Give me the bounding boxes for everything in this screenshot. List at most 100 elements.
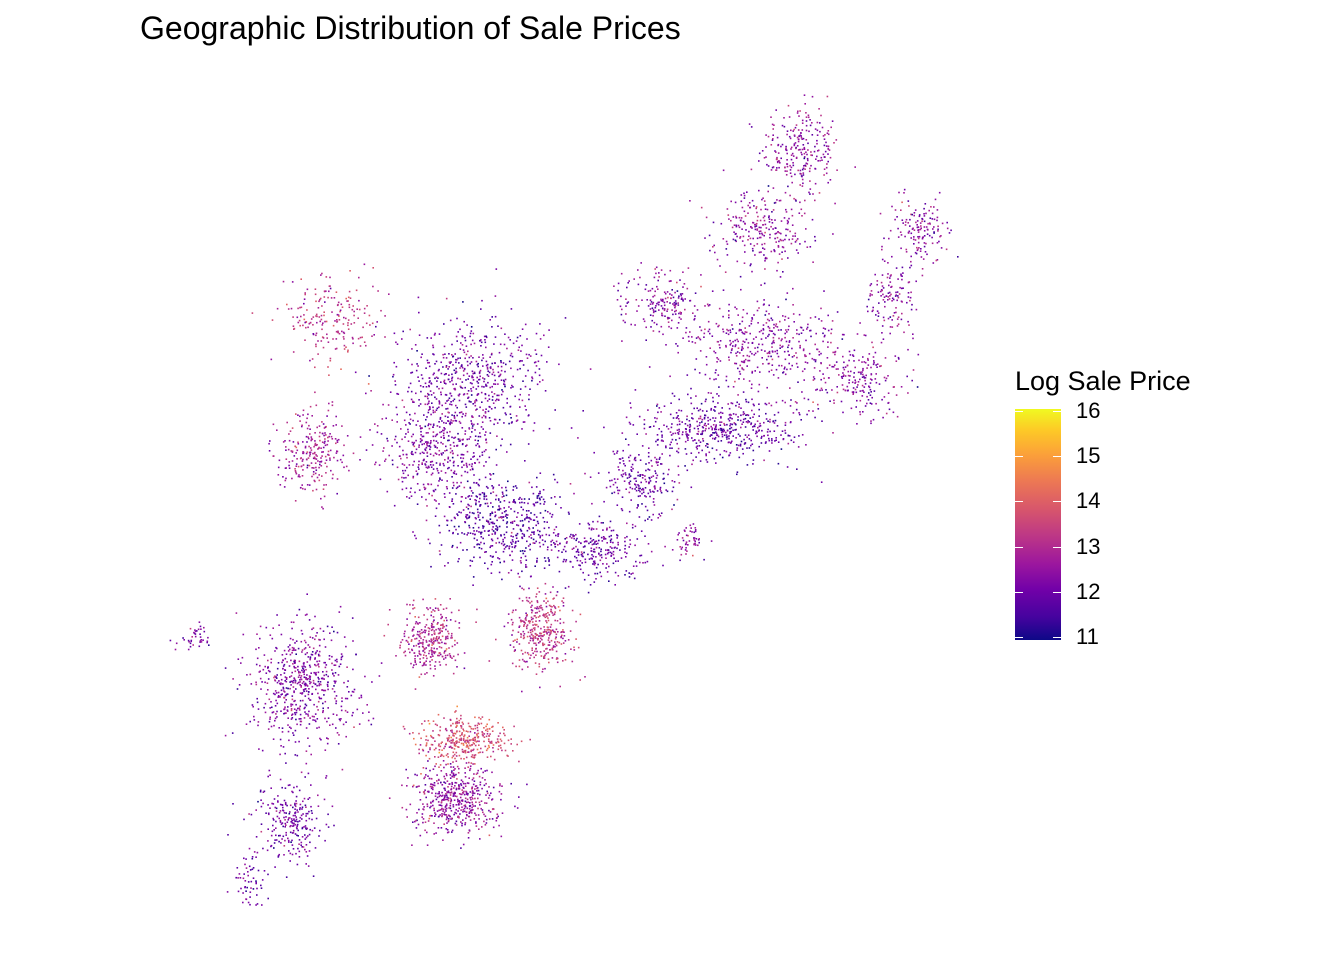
- data-point: [922, 258, 925, 260]
- data-point: [414, 344, 417, 346]
- data-point: [368, 375, 370, 377]
- data-point: [908, 324, 910, 326]
- data-point: [438, 480, 440, 482]
- data-point: [668, 468, 670, 471]
- data-point: [338, 319, 341, 321]
- data-point: [415, 369, 418, 372]
- data-point: [752, 416, 754, 418]
- data-point: [737, 224, 740, 227]
- data-point: [443, 382, 446, 384]
- data-point: [904, 235, 906, 238]
- data-point: [671, 490, 674, 493]
- data-point: [421, 435, 424, 438]
- data-point: [767, 185, 770, 187]
- data-point: [538, 605, 541, 608]
- data-point: [426, 607, 428, 609]
- data-point: [682, 271, 684, 273]
- data-point: [448, 653, 451, 655]
- data-point: [872, 356, 875, 358]
- data-point: [343, 332, 346, 335]
- data-point: [786, 292, 789, 294]
- data-point: [416, 633, 419, 636]
- data-point: [814, 416, 816, 419]
- data-point: [869, 382, 872, 384]
- data-point: [322, 488, 325, 490]
- data-point: [318, 466, 320, 469]
- data-point: [451, 377, 453, 380]
- data-point: [869, 295, 871, 297]
- data-point: [633, 278, 635, 280]
- data-point: [507, 622, 509, 624]
- data-point: [719, 421, 721, 423]
- data-point: [710, 392, 712, 394]
- data-point: [438, 637, 440, 640]
- data-point: [645, 433, 647, 435]
- data-point: [616, 537, 618, 539]
- data-point: [489, 555, 492, 557]
- data-point: [416, 473, 419, 476]
- data-point: [637, 305, 640, 307]
- data-point: [511, 522, 514, 524]
- data-point: [910, 237, 912, 239]
- data-point: [865, 374, 867, 377]
- data-point: [654, 486, 656, 489]
- data-point: [825, 145, 828, 147]
- data-point: [441, 387, 444, 390]
- data-point: [743, 438, 745, 441]
- data-point: [924, 251, 927, 253]
- data-point: [388, 609, 391, 611]
- data-point: [528, 535, 530, 538]
- data-point: [423, 614, 425, 616]
- data-point: [447, 632, 450, 635]
- data-point: [714, 352, 717, 354]
- data-point: [529, 637, 532, 639]
- data-point: [628, 456, 630, 459]
- data-point: [435, 453, 438, 455]
- data-point: [616, 452, 618, 454]
- data-point: [469, 511, 471, 514]
- data-point: [596, 572, 599, 575]
- data-point: [787, 350, 789, 353]
- data-point: [320, 447, 322, 449]
- data-point: [948, 232, 951, 234]
- data-point: [643, 320, 646, 323]
- data-point: [308, 322, 311, 325]
- data-point: [744, 251, 746, 253]
- data-point: [418, 464, 420, 466]
- data-point: [731, 402, 734, 405]
- data-point: [456, 666, 458, 668]
- data-point: [463, 351, 466, 354]
- data-point: [454, 517, 456, 520]
- data-point: [436, 623, 439, 625]
- data-point: [322, 423, 325, 425]
- data-point: [891, 300, 893, 302]
- data-point: [462, 438, 464, 441]
- data-point: [676, 327, 679, 329]
- data-point: [742, 220, 745, 223]
- data-point: [719, 424, 722, 426]
- data-point: [335, 330, 338, 333]
- data-point: [494, 399, 497, 402]
- data-point: [780, 239, 782, 242]
- data-point: [444, 450, 446, 452]
- data-point: [783, 117, 785, 119]
- data-point: [770, 169, 773, 171]
- data-point: [725, 344, 727, 347]
- data-point: [410, 640, 413, 642]
- data-point: [781, 430, 784, 432]
- data-point: [500, 365, 503, 368]
- data-point: [628, 546, 630, 548]
- data-point: [429, 390, 432, 392]
- data-point: [688, 340, 690, 342]
- data-point: [578, 523, 581, 525]
- data-point: [302, 487, 304, 490]
- data-point: [543, 334, 545, 337]
- data-point: [699, 350, 702, 352]
- data-point: [522, 653, 524, 655]
- data-point: [416, 503, 419, 505]
- data-point: [596, 520, 599, 523]
- data-point: [431, 653, 433, 656]
- data-point: [414, 451, 417, 454]
- data-point: [499, 343, 502, 346]
- data-point: [642, 474, 644, 476]
